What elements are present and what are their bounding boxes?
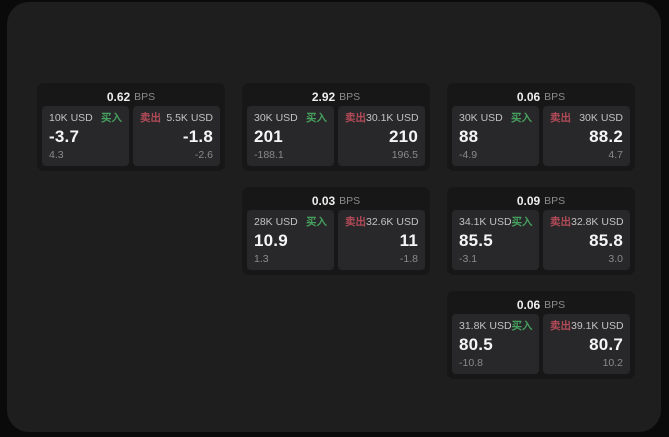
bps-card: 2.92 BPS 30K USD 买入 201 -188.1 卖出 30.1K … [242,83,430,171]
buy-tile[interactable]: 30K USD 买入 88 -4.9 [452,106,539,166]
bps-unit-label: BPS [544,298,566,311]
sell-side-label: 卖出 [345,112,366,124]
sell-amount: 32.6K USD [366,216,419,228]
bps-card: 0.06 BPS 31.8K USD 买入 80.5 -10.8 卖出 39.1… [447,291,635,379]
buy-amount: 34.1K USD [459,216,512,228]
sell-change: -1.8 [399,253,418,265]
buy-change: -10.8 [459,357,483,369]
sell-price: -1.8 [182,126,213,146]
buy-change: -3.1 [459,253,478,265]
bps-header: 0.06 BPS [452,87,630,106]
buy-price: -3.7 [49,126,80,146]
buy-amount: 10K USD [49,112,93,124]
bps-card: 0.06 BPS 30K USD 买入 88 -4.9 卖出 30K USD 8… [447,83,635,171]
bps-spread-value: 0.06 [516,89,541,104]
bps-spread-value: 2.92 [311,89,336,104]
buy-side-label: 买入 [306,216,327,228]
bps-card: 0.03 BPS 28K USD 买入 10.9 1.3 卖出 32.6K US… [242,187,430,275]
buy-amount: 31.8K USD [459,320,512,332]
bps-card: 0.62 BPS 10K USD 买入 -3.7 4.3 卖出 5.5K USD… [37,83,225,171]
bps-unit-label: BPS [544,194,566,207]
bps-spread-value: 0.62 [106,89,131,104]
sell-tile[interactable]: 卖出 32.6K USD 11 -1.8 [338,210,425,270]
buy-side-label: 买入 [511,112,532,124]
buy-tile[interactable]: 30K USD 买入 201 -188.1 [247,106,334,166]
sell-side-label: 卖出 [550,112,571,124]
sell-price: 210 [389,126,418,146]
bps-unit-label: BPS [134,90,156,103]
sell-change: -2.6 [194,149,213,161]
sell-change: 196.5 [391,149,418,161]
buy-tile[interactable]: 34.1K USD 买入 85.5 -3.1 [452,210,539,270]
sell-tile[interactable]: 卖出 5.5K USD -1.8 -2.6 [133,106,220,166]
buy-tile[interactable]: 28K USD 买入 10.9 1.3 [247,210,334,270]
bps-spread-value: 0.06 [516,297,541,312]
sell-amount: 30.1K USD [366,112,419,124]
sell-change: 3.0 [608,253,623,265]
sell-amount: 5.5K USD [166,112,213,124]
sell-side-label: 卖出 [345,216,366,228]
buy-side-label: 买入 [511,320,533,332]
sell-change: 4.7 [608,149,623,161]
sell-side-label: 卖出 [550,320,571,332]
sell-amount: 39.1K USD [571,320,624,332]
buy-tile[interactable]: 31.8K USD 买入 80.5 -10.8 [452,314,539,374]
bps-card: 0.09 BPS 34.1K USD 买入 85.5 -3.1 卖出 32.8K… [447,187,635,275]
sell-price: 85.8 [589,230,623,250]
buy-amount: 28K USD [254,216,298,228]
bps-header: 0.06 BPS [452,295,630,314]
bps-unit-label: BPS [544,90,566,103]
buy-price: 80.5 [459,334,493,354]
sell-price: 80.7 [589,334,623,354]
bps-header: 2.92 BPS [247,87,425,106]
bps-spread-value: 0.09 [516,193,541,208]
bps-header: 0.03 BPS [247,191,425,210]
buy-price: 88 [459,126,479,146]
buy-amount: 30K USD [459,112,503,124]
buy-price: 85.5 [459,230,493,250]
sell-price: 88.2 [589,126,623,146]
bps-header: 0.09 BPS [452,191,630,210]
buy-change: 4.3 [49,149,64,161]
sell-change: 10.2 [602,357,623,369]
bps-unit-label: BPS [339,194,361,207]
bps-unit-label: BPS [339,90,361,103]
sell-amount: 30K USD [579,112,623,124]
buy-price: 201 [254,126,283,146]
buy-change: 1.3 [254,253,269,265]
buy-change: -188.1 [254,149,284,161]
sell-tile[interactable]: 卖出 30K USD 88.2 4.7 [543,106,630,166]
sell-side-label: 卖出 [140,112,161,124]
bps-spread-value: 0.03 [311,193,336,208]
buy-tile[interactable]: 10K USD 买入 -3.7 4.3 [42,106,129,166]
buy-price: 10.9 [254,230,288,250]
sell-tile[interactable]: 卖出 39.1K USD 80.7 10.2 [543,314,630,374]
sell-amount: 32.8K USD [571,216,624,228]
sell-side-label: 卖出 [550,216,571,228]
sell-price: 11 [399,230,418,250]
buy-amount: 30K USD [254,112,298,124]
buy-change: -4.9 [459,149,478,161]
sell-tile[interactable]: 卖出 32.8K USD 85.8 3.0 [543,210,630,270]
sell-tile[interactable]: 卖出 30.1K USD 210 196.5 [338,106,425,166]
buy-side-label: 买入 [511,216,533,228]
buy-side-label: 买入 [306,112,327,124]
buy-side-label: 买入 [101,112,122,124]
bps-header: 0.62 BPS [42,87,220,106]
